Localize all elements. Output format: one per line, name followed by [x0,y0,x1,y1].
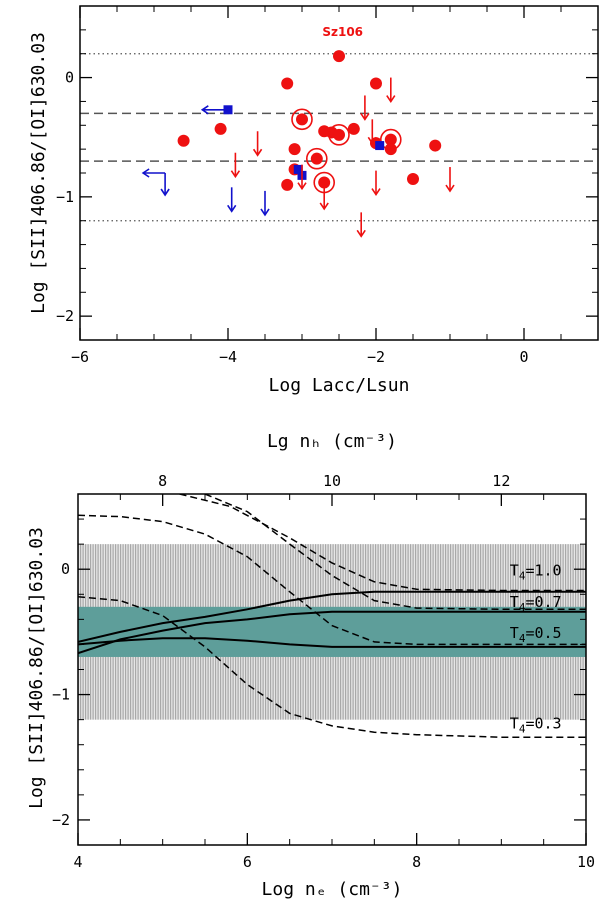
dashed-model-curve [78,514,586,646]
y-tick-label: −2 [52,811,70,829]
down-arrow-limit [319,184,329,211]
x-tick-label: 4 [73,853,82,871]
solid-model-curve [78,637,586,648]
limit-arrow-head [445,184,455,193]
top-data-marks [141,50,455,238]
down-arrow-limit [260,190,270,217]
two-sided-limit [141,168,170,197]
y-tick-label: −1 [56,188,74,206]
bottom-y-axis-title: Log [SII]406.86/[OI]630.03 [26,527,47,809]
curve-label: T4=0.5 [510,624,562,645]
top-tick-label: 8 [158,472,167,490]
detection-point [429,139,442,152]
down-arrow-limit [252,131,263,157]
detection-point [318,125,331,138]
ring-marker [379,128,402,151]
x-tick-label: −6 [71,348,89,366]
detection-point [347,122,360,135]
wtts-square-point [223,105,233,115]
down-arrow-limit [297,164,307,191]
down-arrow-limit [230,152,241,179]
detection-point [310,152,323,165]
x-tick-label: 8 [412,853,421,871]
detection-point [288,143,301,156]
down-arrow-limit [360,95,370,121]
detection-point [333,128,345,141]
ring-marker [291,108,313,131]
dashed-model-curve [78,596,586,738]
ring-marker [328,124,350,146]
top-panel: −6 −4 −2 0 −2 −1 0 Sz106 Log Lacc/Lsun Log [SI… [28,5,599,396]
detection-point [407,172,419,185]
solid-model-curve [78,610,586,655]
wtts-square-point [293,164,303,174]
dashed-model-curve [204,494,586,611]
curve-label: T4=1.0 [510,561,562,582]
bottom-curves [78,494,586,738]
detection-point [281,178,294,191]
detection-point [296,113,308,126]
limit-arrow-down-head [160,188,170,197]
detection-point [384,133,397,146]
down-arrow-limit [367,119,377,145]
top-axis-ticks: −6 −4 −2 0 −2 −1 0 [56,5,599,366]
detection-point [318,176,331,189]
detection-point [214,122,227,135]
y-tick-label: 0 [65,69,74,87]
down-arrow-limit [445,167,455,193]
top-reference-lines [80,53,598,222]
x-tick-label: −4 [219,348,237,366]
limit-arrow-head [319,202,329,211]
limit-arrow-head [360,113,370,121]
x-tick-label: 10 [577,853,595,871]
limit-arrow-head [386,95,396,104]
y-tick-label: 0 [61,560,70,578]
y-tick-label: −1 [52,686,70,704]
top-x-axis-title: Log Lacc/Lsun [269,375,410,396]
limit-arrow-left-head [200,105,209,115]
down-arrow-limit [227,187,237,213]
dashed-model-curve [179,494,586,592]
limit-arrow-head [260,208,270,217]
limit-arrow-head [371,188,381,197]
detection-point [177,134,190,147]
bottom-panel: 4 6 8 10 8 10 12 −2 −1 0 T4=1.0 T4=0.7 T4=0.5 T4=0.3… [26,431,595,900]
top-tick-label: 12 [492,472,510,490]
top-axis-title-nh: Lg nₕ (cm⁻³) [267,431,397,452]
bottom-axis-ticks: 4 6 8 10 8 10 12 −2 −1 0 [52,472,595,871]
curve-labels: T4=1.0 T4=0.7 T4=0.5 T4=0.3 [510,561,562,735]
solid-model-curve [78,590,586,643]
detection-point [281,77,294,90]
ring-marker [305,147,328,170]
bottom-x-axis-title: Log nₑ (cm⁻³) [262,879,403,900]
limit-arrow-head [367,136,377,145]
curve-label: T4=0.3 [510,714,562,735]
down-arrow-limit [371,170,381,197]
detection-point [333,50,345,63]
limit-arrow-head [297,182,307,191]
limit-arrow-left-head [141,168,150,178]
down-arrow-limit [386,77,396,104]
limit-arrow-head [227,204,237,213]
limit-arrow-head [252,148,263,157]
x-tick-label: −2 [367,348,385,366]
sz106-annotation: Sz106 [322,25,363,39]
two-sided-limit [200,105,225,115]
down-arrow-limit [356,212,366,238]
top-y-axis-title: Log [SII]406.86/[OI]630.03 [28,32,49,314]
limit-arrow-head [230,170,241,179]
bottom-bands [78,544,586,720]
detection-point [370,77,382,90]
top-tick-label: 10 [323,472,341,490]
y-tick-label: −2 [56,307,74,325]
teal-band [78,606,586,657]
wtts-square-point [375,141,385,151]
x-tick-label: 0 [519,348,528,366]
curve-label: T4=0.7 [510,593,562,614]
limit-arrow-head [356,229,366,238]
x-tick-label: 6 [243,853,252,871]
